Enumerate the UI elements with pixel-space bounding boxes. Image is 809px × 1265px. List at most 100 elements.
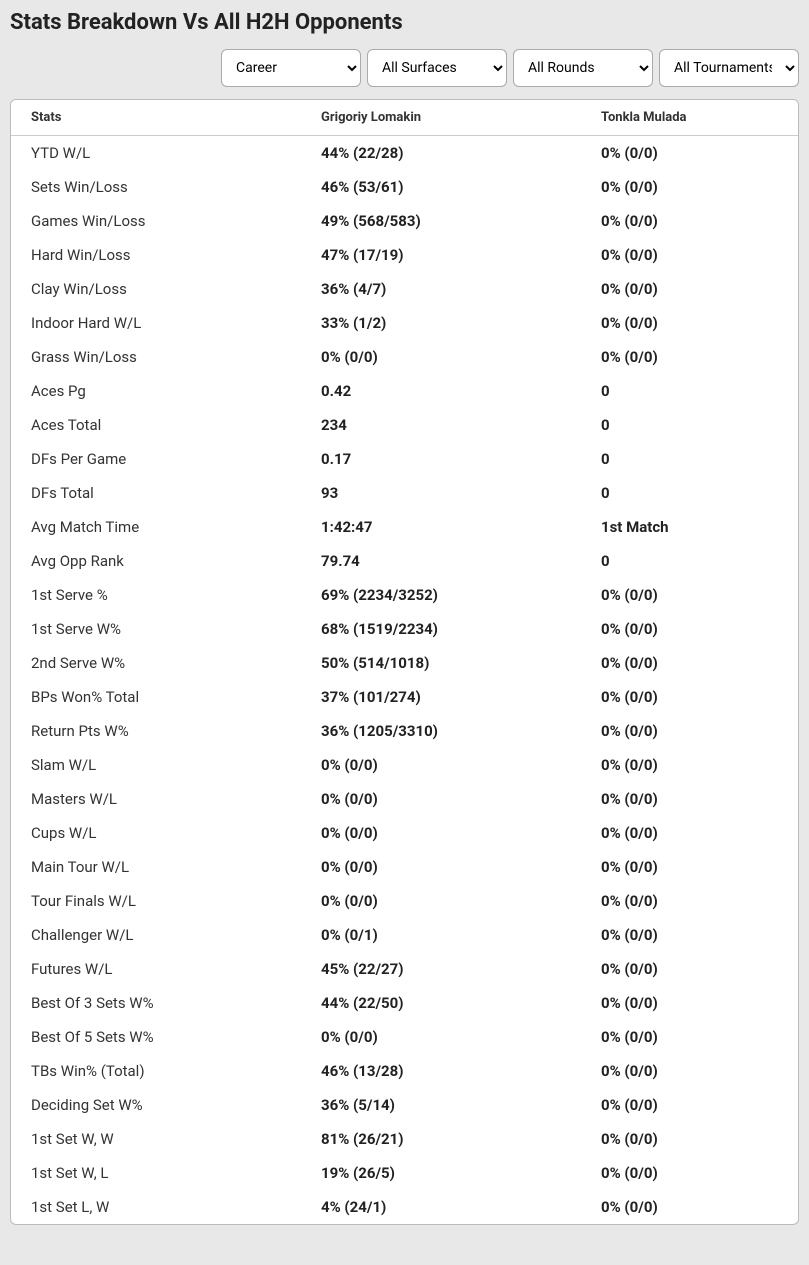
stat-value-p1: 0.17 <box>301 442 581 476</box>
stat-label: 1st Serve % <box>11 578 301 612</box>
table-row: Avg Opp Rank79.740 <box>11 544 798 578</box>
stat-value-p2: 0% (0/0) <box>581 238 798 272</box>
table-row: Challenger W/L0% (0/1)0% (0/0) <box>11 918 798 952</box>
col-header-stats: Stats <box>11 100 301 136</box>
stat-label: Slam W/L <box>11 748 301 782</box>
stat-value-p1: 0% (0/0) <box>301 748 581 782</box>
stat-value-p1: 45% (22/27) <box>301 952 581 986</box>
stat-label: DFs Total <box>11 476 301 510</box>
table-row: Indoor Hard W/L33% (1/2)0% (0/0) <box>11 306 798 340</box>
stat-value-p2: 0 <box>581 544 798 578</box>
table-row: DFs Per Game0.170 <box>11 442 798 476</box>
stat-label: Tour Finals W/L <box>11 884 301 918</box>
page-title: Stats Breakdown Vs All H2H Opponents <box>10 10 799 35</box>
stat-value-p2: 0% (0/0) <box>581 612 798 646</box>
stat-label: Sets Win/Loss <box>11 170 301 204</box>
stat-value-p2: 0 <box>581 374 798 408</box>
table-row: Best Of 5 Sets W%0% (0/0)0% (0/0) <box>11 1020 798 1054</box>
table-row: Return Pts W%36% (1205/3310)0% (0/0) <box>11 714 798 748</box>
stat-value-p1: 0% (0/0) <box>301 816 581 850</box>
table-row: TBs Win% (Total)46% (13/28)0% (0/0) <box>11 1054 798 1088</box>
stat-value-p1: 0.42 <box>301 374 581 408</box>
stat-value-p2: 0% (0/0) <box>581 1020 798 1054</box>
stat-value-p1: 234 <box>301 408 581 442</box>
tournaments-select[interactable]: All Tournaments <box>659 49 799 87</box>
stat-value-p1: 49% (568/583) <box>301 204 581 238</box>
table-row: Aces Total2340 <box>11 408 798 442</box>
stat-value-p2: 0% (0/0) <box>581 884 798 918</box>
table-row: Main Tour W/L0% (0/0)0% (0/0) <box>11 850 798 884</box>
stat-value-p1: 36% (1205/3310) <box>301 714 581 748</box>
stat-value-p1: 44% (22/50) <box>301 986 581 1020</box>
table-row: BPs Won% Total37% (101/274)0% (0/0) <box>11 680 798 714</box>
stat-value-p2: 0% (0/0) <box>581 340 798 374</box>
col-header-p1: Grigoriy Lomakin <box>301 100 581 136</box>
stat-value-p1: 46% (53/61) <box>301 170 581 204</box>
table-row: 1st Serve W%68% (1519/2234)0% (0/0) <box>11 612 798 646</box>
stat-value-p1: 0% (0/0) <box>301 782 581 816</box>
surfaces-select[interactable]: All Surfaces <box>367 49 507 87</box>
stat-label: Masters W/L <box>11 782 301 816</box>
stat-label: 1st Serve W% <box>11 612 301 646</box>
stat-value-p1: 81% (26/21) <box>301 1122 581 1156</box>
stat-label: Indoor Hard W/L <box>11 306 301 340</box>
stat-label: TBs Win% (Total) <box>11 1054 301 1088</box>
table-row: 1st Set L, W4% (24/1)0% (0/0) <box>11 1190 798 1224</box>
table-row: Masters W/L0% (0/0)0% (0/0) <box>11 782 798 816</box>
col-header-p2: Tonkla Mulada <box>581 100 798 136</box>
stat-value-p2: 0% (0/0) <box>581 680 798 714</box>
stat-value-p1: 0% (0/0) <box>301 850 581 884</box>
table-row: Hard Win/Loss47% (17/19)0% (0/0) <box>11 238 798 272</box>
stat-label: Best Of 5 Sets W% <box>11 1020 301 1054</box>
stat-value-p2: 1st Match <box>581 510 798 544</box>
stat-value-p1: 46% (13/28) <box>301 1054 581 1088</box>
stats-table-wrap: Stats Grigoriy Lomakin Tonkla Mulada YTD… <box>10 99 799 1225</box>
career-select[interactable]: Career <box>221 49 361 87</box>
table-row: DFs Total930 <box>11 476 798 510</box>
stat-label: DFs Per Game <box>11 442 301 476</box>
stat-value-p1: 93 <box>301 476 581 510</box>
stat-label: 1st Set W, L <box>11 1156 301 1190</box>
stat-value-p2: 0% (0/0) <box>581 748 798 782</box>
stat-value-p1: 33% (1/2) <box>301 306 581 340</box>
table-row: Futures W/L45% (22/27)0% (0/0) <box>11 952 798 986</box>
table-row: Slam W/L0% (0/0)0% (0/0) <box>11 748 798 782</box>
stat-label: 1st Set L, W <box>11 1190 301 1224</box>
table-row: Sets Win/Loss46% (53/61)0% (0/0) <box>11 170 798 204</box>
table-row: Avg Match Time1:42:471st Match <box>11 510 798 544</box>
stat-value-p1: 4% (24/1) <box>301 1190 581 1224</box>
stat-value-p1: 36% (4/7) <box>301 272 581 306</box>
stat-label: Clay Win/Loss <box>11 272 301 306</box>
stat-value-p2: 0% (0/0) <box>581 272 798 306</box>
table-row: 1st Set W, W81% (26/21)0% (0/0) <box>11 1122 798 1156</box>
stat-value-p2: 0% (0/0) <box>581 1088 798 1122</box>
table-row: Deciding Set W%36% (5/14)0% (0/0) <box>11 1088 798 1122</box>
stat-value-p1: 44% (22/28) <box>301 136 581 171</box>
stat-value-p1: 47% (17/19) <box>301 238 581 272</box>
stat-label: Cups W/L <box>11 816 301 850</box>
table-row: YTD W/L44% (22/28)0% (0/0) <box>11 136 798 171</box>
stat-label: 1st Set W, W <box>11 1122 301 1156</box>
stat-label: Best Of 3 Sets W% <box>11 986 301 1020</box>
stat-value-p1: 0% (0/0) <box>301 884 581 918</box>
table-row: 2nd Serve W%50% (514/1018)0% (0/0) <box>11 646 798 680</box>
rounds-select[interactable]: All Rounds <box>513 49 653 87</box>
stat-value-p2: 0% (0/0) <box>581 782 798 816</box>
stat-value-p2: 0% (0/0) <box>581 1122 798 1156</box>
stat-label: Grass Win/Loss <box>11 340 301 374</box>
stat-label: Deciding Set W% <box>11 1088 301 1122</box>
stat-value-p1: 50% (514/1018) <box>301 646 581 680</box>
stat-value-p2: 0% (0/0) <box>581 1054 798 1088</box>
stats-table: Stats Grigoriy Lomakin Tonkla Mulada YTD… <box>11 100 798 1224</box>
stat-label: Avg Opp Rank <box>11 544 301 578</box>
stat-value-p1: 36% (5/14) <box>301 1088 581 1122</box>
stat-value-p2: 0% (0/0) <box>581 918 798 952</box>
stat-value-p2: 0% (0/0) <box>581 850 798 884</box>
stat-label: 2nd Serve W% <box>11 646 301 680</box>
stat-value-p1: 0% (0/0) <box>301 1020 581 1054</box>
stat-label: YTD W/L <box>11 136 301 171</box>
stat-value-p2: 0% (0/0) <box>581 306 798 340</box>
stat-value-p1: 69% (2234/3252) <box>301 578 581 612</box>
stat-value-p1: 1:42:47 <box>301 510 581 544</box>
stat-label: Challenger W/L <box>11 918 301 952</box>
